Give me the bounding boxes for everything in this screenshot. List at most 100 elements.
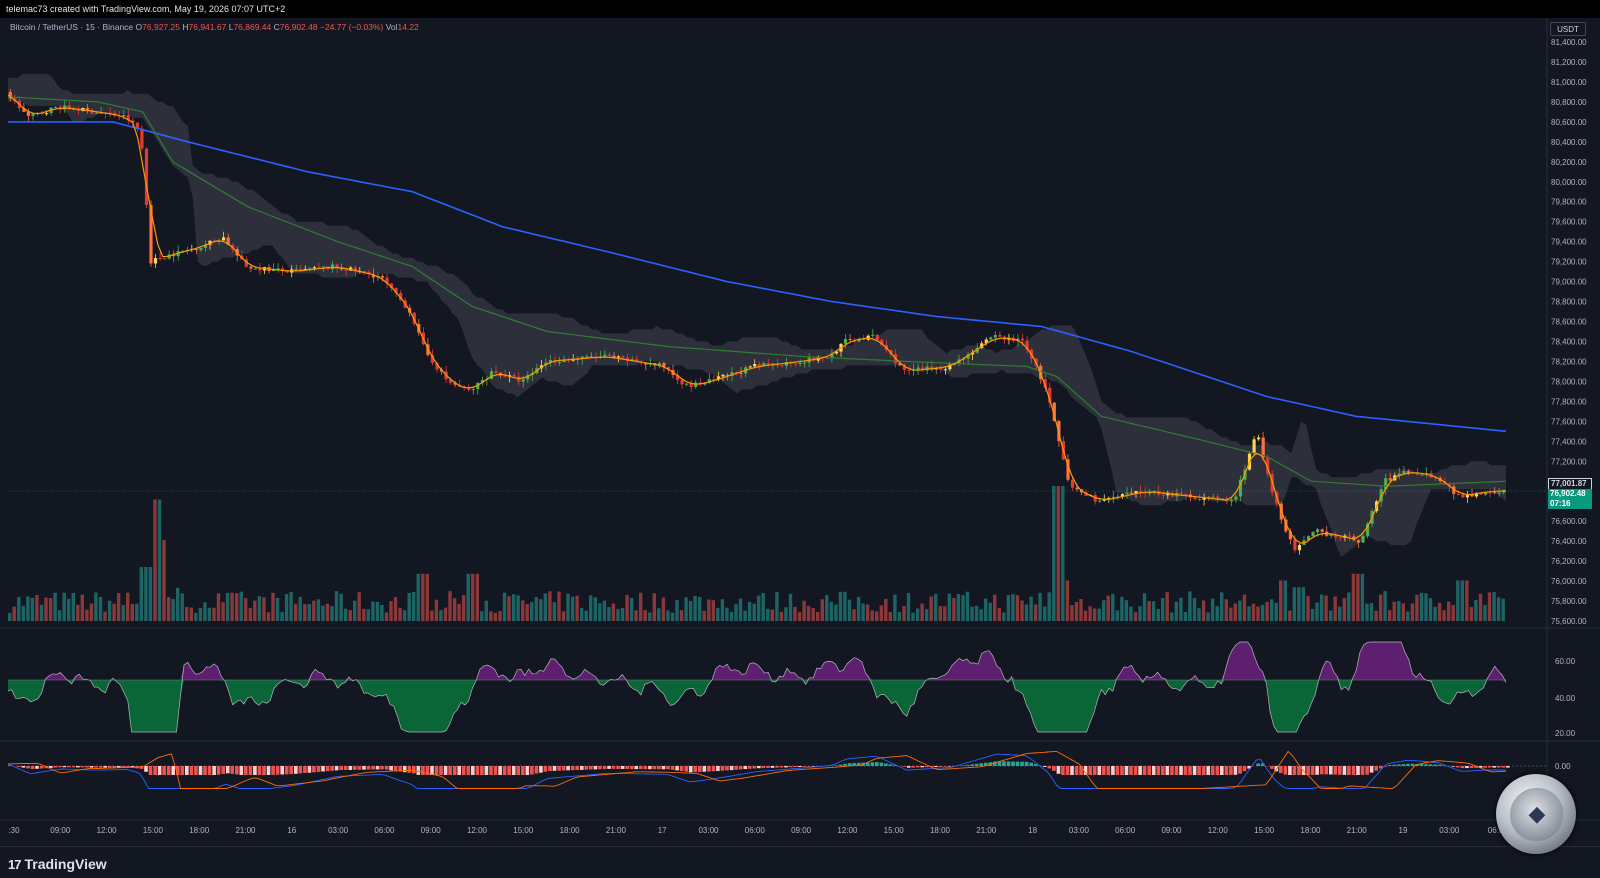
- volume-bar: [507, 596, 511, 621]
- macd-histogram-bar: [425, 766, 430, 775]
- macd-histogram-bar: [670, 766, 675, 770]
- volume-bar: [1129, 606, 1133, 621]
- candle-body: [739, 372, 743, 374]
- volume-bar: [1079, 599, 1083, 621]
- volume-bar: [284, 594, 289, 621]
- kumo-cloud: [8, 73, 1506, 558]
- macd-histogram-bar: [920, 766, 925, 768]
- candle-body: [430, 355, 434, 363]
- volume-bar: [557, 591, 561, 621]
- grid-lines: [0, 18, 1600, 821]
- volume-bar: [1179, 597, 1183, 621]
- chart-canvas[interactable]: 81,400.00 81,200.00 81,000.00 80,800.00 80,6…: [0, 0, 1600, 846]
- macd-histogram-bar: [457, 766, 462, 775]
- macd-histogram-bar: [1174, 766, 1179, 775]
- candle-body: [1257, 437, 1261, 440]
- macd-histogram-bar: [747, 766, 752, 769]
- macd-histogram-bar: [589, 766, 593, 770]
- candle-body: [1493, 492, 1497, 494]
- time-tick-label: 06:00: [374, 826, 395, 835]
- macd-histogram-bar: [1506, 766, 1510, 768]
- candle-body: [99, 112, 103, 114]
- candle-body: [948, 364, 952, 370]
- volume-bar: [416, 573, 420, 622]
- volume-bar: [598, 603, 602, 621]
- macd-histogram-bar: [1433, 764, 1438, 766]
- macd-histogram-bar: [1124, 766, 1129, 775]
- volume-bar: [852, 609, 856, 621]
- volume-bar: [221, 602, 225, 621]
- macd-histogram-bar: [1319, 766, 1324, 775]
- currency-unit-button[interactable]: USDT: [1550, 22, 1586, 36]
- volume-bar: [865, 604, 870, 621]
- candle-body: [249, 266, 253, 269]
- volume-bar: [1478, 593, 1483, 621]
- candle-body: [644, 362, 648, 365]
- candle-body: [226, 237, 230, 245]
- volume-bar: [1338, 606, 1342, 621]
- candle-body: [1484, 492, 1488, 495]
- volume-bar: [974, 605, 979, 621]
- volume-bar: [929, 596, 933, 621]
- candle-body: [299, 269, 303, 271]
- macd-histogram-bar: [325, 766, 330, 772]
- volume-bar: [847, 599, 852, 621]
- candle-body: [517, 376, 521, 382]
- macd-histogram-bar: [1220, 766, 1224, 775]
- volume-bar: [1120, 596, 1124, 621]
- volume-bar: [1442, 610, 1446, 621]
- macd-histogram-bar: [1483, 766, 1487, 768]
- volume-bar: [412, 591, 416, 621]
- candle-body: [612, 355, 616, 358]
- macd-histogram-bar: [661, 766, 666, 770]
- macd-histogram-bar: [316, 766, 321, 772]
- volume-bar: [684, 597, 688, 621]
- candle-body: [1193, 497, 1197, 499]
- volume-bar: [720, 599, 725, 621]
- volume-bar: [1092, 608, 1097, 621]
- candle-body: [1488, 492, 1492, 494]
- volume-bar: [666, 610, 670, 621]
- macd-histogram-bar: [616, 766, 620, 769]
- macd-histogram-bar: [884, 763, 888, 766]
- coin-glyph-icon: ◆: [1528, 801, 1546, 826]
- candle-body: [703, 383, 707, 385]
- time-tick-label: 06:00: [1115, 826, 1136, 835]
- macd-histogram-bar: [126, 766, 130, 768]
- time-tick-label: 15:00: [143, 826, 164, 835]
- macd-histogram-bar: [974, 763, 979, 766]
- candle-body: [1497, 492, 1501, 494]
- volume-bar: [620, 607, 625, 621]
- macd-histogram-bar: [1147, 766, 1152, 775]
- volume-bar: [670, 612, 675, 621]
- volume-bar: [779, 611, 784, 621]
- macd-histogram-bar: [1365, 766, 1369, 775]
- macd-histogram-bar: [1070, 766, 1074, 775]
- close-value: 76,902.48: [279, 22, 318, 32]
- rsi-tick-label: 20.00: [1555, 729, 1576, 738]
- volume-bar: [130, 604, 134, 621]
- volume-bar: [275, 597, 280, 621]
- macd-histogram-bar: [67, 766, 71, 768]
- candle-body: [1238, 479, 1243, 497]
- volume-bar: [1487, 592, 1492, 621]
- volume-bar: [1265, 601, 1269, 621]
- candle-body: [1211, 496, 1215, 498]
- candle-body: [512, 375, 516, 377]
- candle-body: [557, 362, 562, 364]
- volume-bar: [1465, 580, 1469, 621]
- candle-body: [503, 375, 507, 377]
- time-tick-label: 09:00: [791, 826, 812, 835]
- volume-bar: [1256, 606, 1260, 621]
- volume-bar: [1460, 580, 1464, 621]
- price-tick-label: 80,200.00: [1551, 158, 1587, 167]
- macd-histogram-bar: [561, 766, 566, 771]
- macd-histogram-bar: [1079, 766, 1083, 775]
- tradingview-logo[interactable]: 17 TradingView: [8, 856, 107, 872]
- macd-histogram-bar: [797, 766, 802, 767]
- candle-body: [803, 362, 807, 364]
- volume-bar: [271, 592, 275, 621]
- macd-histogram-bar: [511, 766, 516, 775]
- time-tick-label: 18: [1028, 826, 1037, 835]
- price-tick-label: 80,000.00: [1551, 178, 1587, 187]
